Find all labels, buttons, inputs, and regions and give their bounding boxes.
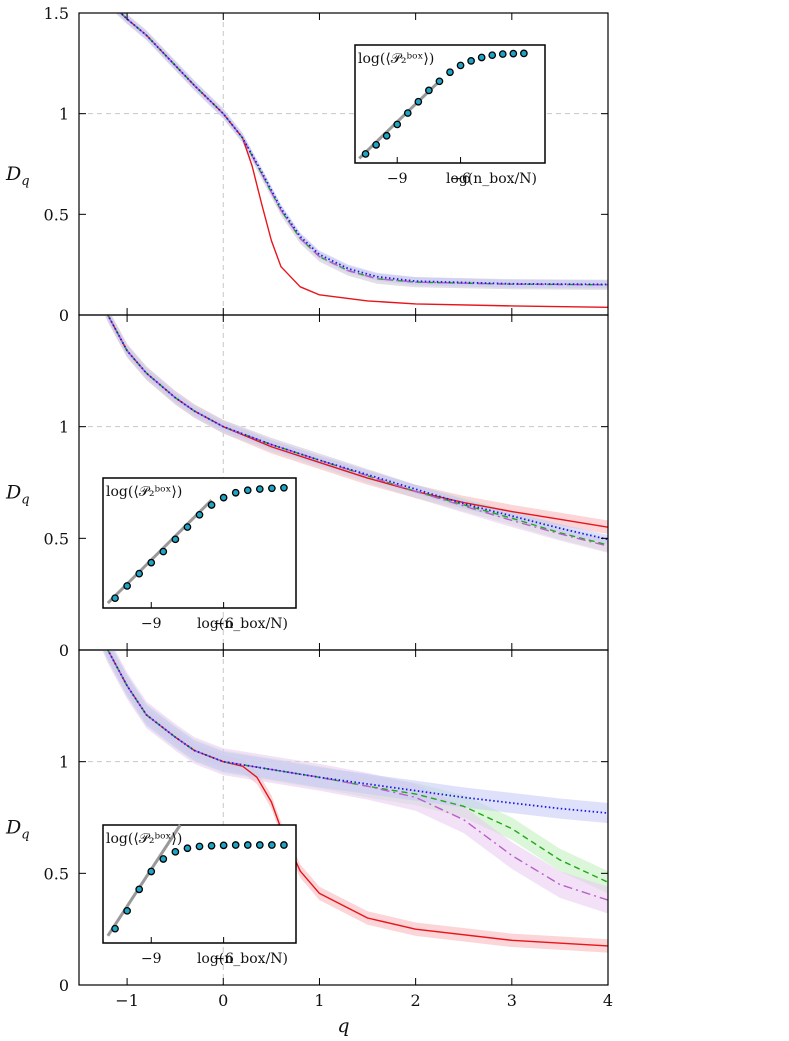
inset-x-axis-label: log(n_box/N): [197, 951, 288, 967]
inset-data-point: [467, 57, 475, 65]
inset-data-point: [382, 131, 391, 140]
x-tick-label: 1: [314, 991, 324, 1010]
panel-middle: 0 0.5 1 Dq −9 −6 log(⟨𝒫₂ᵇᵒˣ⟩) log(n_box/N): [5, 314, 609, 660]
y-tick-label: 0: [59, 306, 69, 325]
y-axis-label: Dq: [5, 482, 30, 508]
inset-data-point: [147, 558, 156, 567]
y-tick-label: 0: [59, 641, 69, 660]
inset-x-axis-label: log(n_box/N): [446, 171, 537, 187]
inset-data-point: [231, 488, 240, 497]
inset-data-point: [435, 77, 444, 86]
inset-data-point: [280, 483, 288, 492]
inset-data-point: [135, 885, 144, 894]
y-axis-label: Dq: [5, 163, 30, 189]
inset-data-point: [372, 140, 380, 149]
x-tick-label: −1: [115, 991, 139, 1010]
inset-y-axis-label: log(⟨𝒫₂ᵇᵒˣ⟩): [358, 51, 434, 67]
inset-data-point: [111, 594, 119, 603]
inset-data-point: [159, 855, 168, 863]
inset-data-point: [195, 842, 204, 851]
inset-fit-line: [106, 824, 182, 937]
inset-x-tick-label: −6: [213, 616, 234, 632]
inset-data-point: [488, 51, 497, 60]
blue-series-line: [119, 13, 608, 286]
y-tick-label: 0: [59, 976, 69, 995]
inset-frame: [102, 477, 297, 609]
y-tick-label: 0.5: [44, 205, 69, 224]
inset-bottom: −9 −6 log(⟨𝒫₂ᵇᵒˣ⟩) log(n_box/N): [102, 824, 297, 967]
inset-data-point: [268, 484, 276, 493]
inset-x-tick-label: −6: [213, 951, 234, 967]
inset-data-point: [477, 53, 486, 62]
inset-x-tick-label: −9: [141, 951, 162, 967]
inset-top: −9 −6 log(⟨𝒫₂ᵇᵒˣ⟩) log(n_box/N): [354, 44, 546, 187]
inset-data-point: [171, 847, 180, 856]
inset-data-point: [183, 844, 192, 853]
inset-data-point: [403, 109, 412, 117]
blue-confidence-band: [103, 650, 608, 824]
x-tick-label: 2: [411, 991, 421, 1010]
inset-data-point: [393, 120, 402, 129]
inset-data-point: [171, 535, 180, 544]
y-tick-label: 0.5: [44, 529, 69, 548]
inset-middle: −9 −6 log(⟨𝒫₂ᵇᵒˣ⟩) log(n_box/N): [102, 477, 297, 632]
inset-frame: [354, 44, 546, 164]
violet-series-line: [107, 650, 608, 901]
inset-data-point: [520, 49, 528, 58]
inset-data-point: [195, 510, 204, 519]
inset-data-point: [414, 97, 423, 106]
inset-data-point: [509, 49, 518, 58]
inset-data-point: [268, 841, 276, 849]
x-axis-label: q: [337, 1015, 349, 1037]
x-tick-label: 4: [603, 991, 613, 1010]
green-confidence-band: [103, 650, 608, 894]
inset-data-point: [123, 582, 131, 590]
x-tick-label: 0: [218, 991, 228, 1010]
inset-data-point: [231, 841, 240, 849]
plot-area: [79, 315, 608, 650]
inset-x-tick-label: −9: [141, 616, 162, 632]
panel-bottom: 0 0.5 1 Dq −9 −6 log(⟨𝒫₂ᵇᵒˣ⟩) log(n_box/N): [5, 649, 609, 995]
inset-x-tick-label: −6: [450, 171, 471, 187]
y-tick-label: 1.5: [44, 4, 69, 23]
inset-data-point: [498, 50, 507, 58]
x-tick-label: 3: [507, 991, 517, 1010]
violet-series-line: [107, 315, 608, 547]
plot-area: [79, 13, 608, 315]
y-tick-label: 1: [59, 753, 69, 772]
inset-y-axis-label: log(⟨𝒫₂ᵇᵒˣ⟩): [106, 831, 182, 847]
inset-data-point: [219, 841, 228, 850]
y-tick-label: 1: [59, 418, 69, 437]
inset-data-point: [255, 841, 264, 849]
inset-x-axis-label: log(n_box/N): [197, 616, 288, 632]
y-tick-label: 0.5: [44, 864, 69, 883]
inset-data-point: [255, 485, 264, 493]
inset-y-axis-label: log(⟨𝒫₂ᵇᵒˣ⟩): [106, 484, 182, 500]
inset-data-point: [159, 547, 168, 556]
inset-data-point: [135, 569, 144, 578]
inset-data-point: [147, 867, 156, 876]
inset-data-point: [446, 68, 454, 77]
inset-data-point: [123, 906, 131, 915]
inset-data-point: [207, 501, 216, 509]
inset-x-tick-label: −9: [387, 171, 408, 187]
inset-data-point: [183, 523, 192, 531]
inset-data-point: [280, 841, 288, 849]
inset-data-point: [219, 493, 228, 502]
inset-data-point: [207, 841, 216, 850]
inset-data-point: [425, 86, 433, 95]
axes-frame: [78, 649, 609, 986]
panel-top: 0 0.5 1 1.5 Dq −9 −6 log(⟨𝒫₂ᵇᵒˣ⟩) log(n_box/N): [5, 4, 609, 325]
y-axis-label: Dq: [5, 817, 30, 843]
inset-data-point: [111, 924, 119, 933]
inset-data-point: [243, 486, 252, 495]
y-tick-label: 1: [59, 105, 69, 124]
inset-data-point: [243, 841, 252, 849]
plot-area: [79, 650, 608, 985]
inset-data-point: [361, 150, 370, 158]
inset-data-point: [456, 61, 465, 70]
